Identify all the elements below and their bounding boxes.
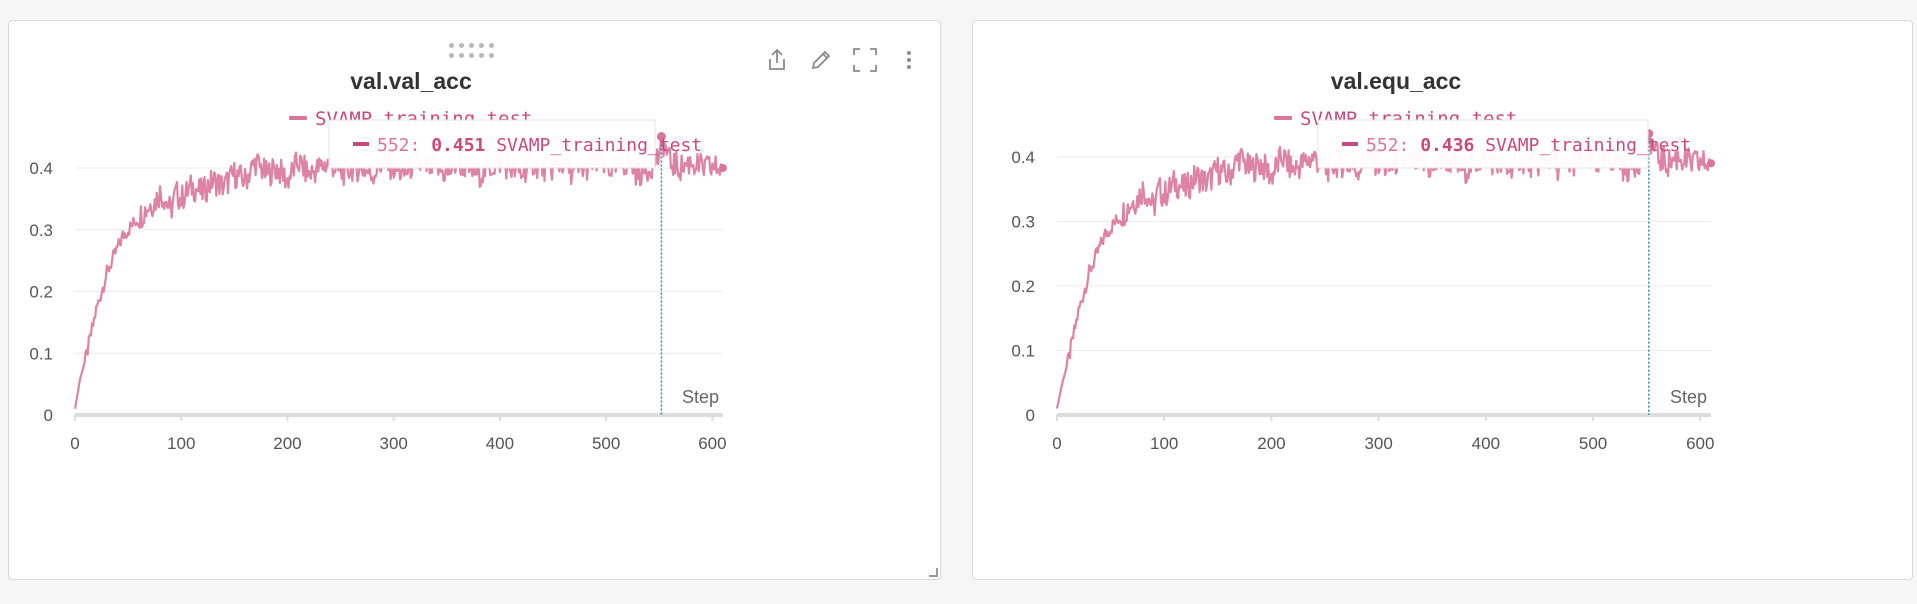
series-end-point <box>1707 159 1715 168</box>
drag-dot <box>449 53 454 58</box>
tooltip-step: 552: <box>1366 135 1420 156</box>
more-options-button[interactable] <box>892 43 926 77</box>
series-line <box>1055 132 1712 409</box>
drag-dot <box>459 53 464 58</box>
edit-button[interactable] <box>804 43 838 77</box>
x-tick-label: 600 <box>1686 434 1714 453</box>
x-tick-label: 500 <box>1579 434 1607 453</box>
series-line <box>73 135 724 409</box>
y-tick-label: 0.1 <box>29 344 53 363</box>
y-tick-label: 0.4 <box>1011 148 1035 167</box>
y-tick-label: 0 <box>1026 406 1035 425</box>
line-chart-equ-acc[interactable]: val.equ_acc SVAMP_training_test 0 0.1 0.2 0.3… <box>973 21 1914 581</box>
x-tick-label: 200 <box>273 434 301 453</box>
chart-title: val.val_acc <box>350 68 472 94</box>
tooltip-swatch <box>353 142 369 146</box>
drag-handle[interactable] <box>449 43 494 63</box>
tooltip-text: 552: 0.451 SVAMP_training_test <box>377 135 702 156</box>
edit-pencil-icon <box>811 50 831 70</box>
tooltip: 552: 0.451 SVAMP_training_test <box>328 119 702 169</box>
y-tick-label: 0.2 <box>1011 277 1035 296</box>
drag-dot <box>449 43 454 48</box>
chart-panel-val-acc[interactable]: val.val_acc SVAMP_training_test 0 0.1 0.2 0.3… <box>8 20 941 580</box>
tooltip-box <box>1317 119 1649 169</box>
y-tick-label: 0.4 <box>29 159 53 178</box>
x-tick-label: 500 <box>592 434 620 453</box>
x-tick-label: 300 <box>380 434 408 453</box>
drag-dot <box>469 43 474 48</box>
fullscreen-icon <box>853 48 877 72</box>
series-end-point <box>719 164 727 173</box>
chart-title: val.equ_acc <box>1331 68 1462 94</box>
tooltip-box <box>328 119 656 169</box>
drag-dot <box>479 43 484 48</box>
x-tick-label: 400 <box>1472 434 1500 453</box>
drag-dot <box>479 53 484 58</box>
more-vertical-icon <box>907 51 911 69</box>
share-icon <box>769 48 785 70</box>
tooltip-value: 0.451 <box>431 135 485 156</box>
hover-point <box>656 132 666 142</box>
tooltip-text: 552: 0.436 SVAMP_training_test <box>1366 135 1691 156</box>
x-tick-label: 300 <box>1364 434 1392 453</box>
legend-swatch <box>289 116 307 120</box>
x-tick-label: 0 <box>70 434 79 453</box>
line-chart-val-acc[interactable]: val.val_acc SVAMP_training_test 0 0.1 0.2 0.3… <box>9 21 942 581</box>
x-axis-label: Step <box>1670 387 1707 407</box>
y-tick-label: 0 <box>44 406 53 425</box>
x-axis-label: Step <box>682 387 719 407</box>
tooltip-series: SVAMP_training_test <box>485 135 702 156</box>
y-tick-label: 0.3 <box>1011 212 1035 231</box>
x-tick-label: 100 <box>1150 434 1178 453</box>
drag-dot <box>469 53 474 58</box>
tooltip-series: SVAMP_training_test <box>1474 135 1691 156</box>
legend-swatch <box>1274 116 1292 120</box>
tooltip-value: 0.436 <box>1420 135 1474 156</box>
tooltip: 552: 0.436 SVAMP_training_test <box>1317 119 1691 169</box>
drag-dot <box>489 53 494 58</box>
x-tick-label: 0 <box>1052 434 1061 453</box>
y-tick-label: 0.2 <box>29 283 53 302</box>
tooltip-step: 552: <box>377 135 431 156</box>
y-tick-label: 0.1 <box>1011 341 1035 360</box>
x-tick-label: 400 <box>486 434 514 453</box>
x-tick-label: 600 <box>698 434 726 453</box>
drag-dot <box>489 43 494 48</box>
tooltip-swatch <box>1342 142 1358 146</box>
fullscreen-button[interactable] <box>848 43 882 77</box>
y-tick-label: 0.3 <box>29 221 53 240</box>
resize-handle-icon[interactable] <box>926 565 938 577</box>
drag-dot <box>459 43 464 48</box>
chart-panel-equ-acc[interactable]: val.equ_acc SVAMP_training_test 0 0.1 0.2 0.3… <box>972 20 1913 580</box>
share-button[interactable] <box>760 43 794 77</box>
panel-toolbar <box>760 43 926 77</box>
x-tick-label: 200 <box>1257 434 1285 453</box>
x-tick-label: 100 <box>167 434 195 453</box>
